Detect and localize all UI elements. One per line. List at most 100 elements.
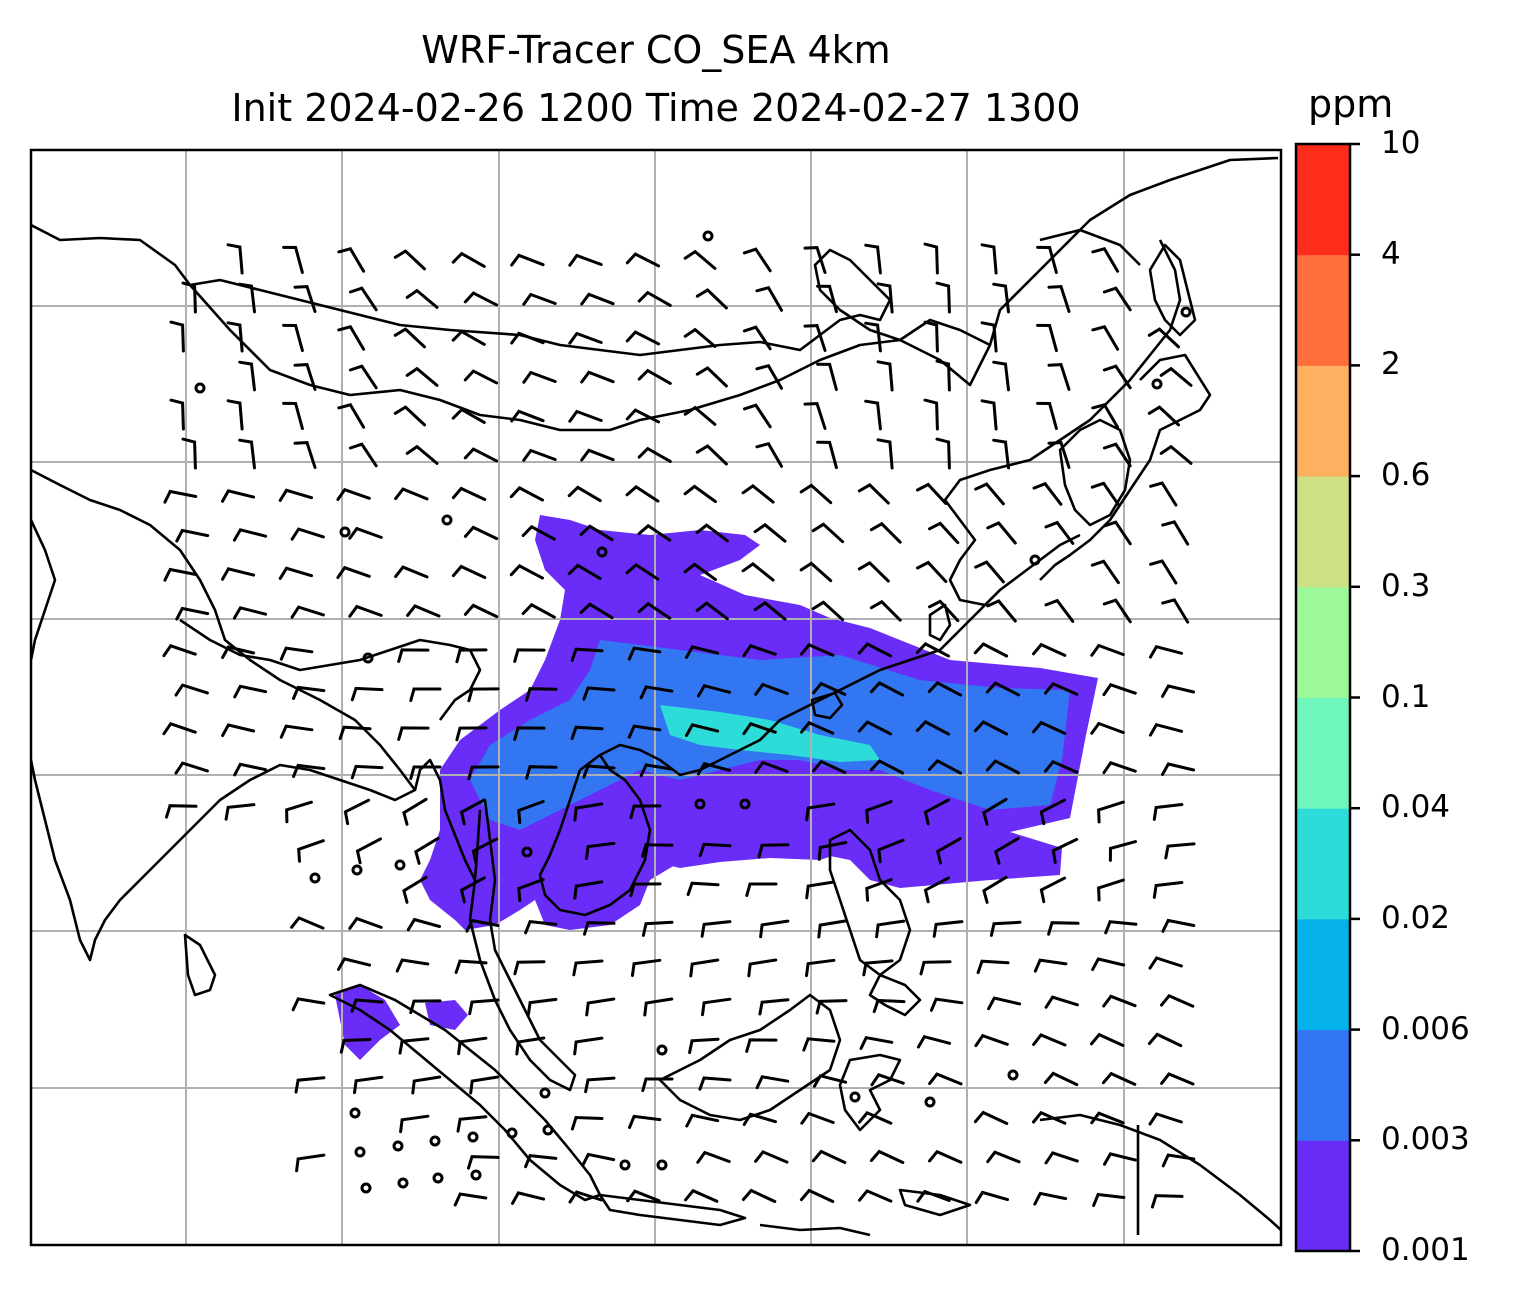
coast-mindanao: [868, 973, 922, 1017]
wind-barb: [625, 408, 661, 424]
calm-wind-marker: [596, 546, 608, 558]
wind-barb: [399, 1114, 430, 1134]
wind-barb: [627, 646, 662, 661]
wind-barb: [637, 368, 672, 385]
wind-barb: [932, 920, 964, 938]
graticule: [31, 150, 1281, 1245]
wind-barb: [1161, 1153, 1196, 1168]
wind-barb: [989, 920, 1022, 937]
wind-barb: [1149, 559, 1178, 585]
wind-barb: [923, 320, 939, 353]
colorbar-tick-label: 0.04: [1381, 789, 1451, 826]
wind-barb: [1090, 721, 1125, 735]
wind-barb: [1159, 444, 1193, 465]
wind-barb: [573, 1036, 604, 1056]
wind-barb: [471, 837, 499, 865]
wind-barb: [994, 836, 1020, 865]
wind-barb: [625, 563, 660, 581]
wind-barb: [742, 1112, 777, 1126]
wind-barb: [862, 959, 894, 977]
wind-barb: [1090, 559, 1120, 585]
wind-barb: [864, 399, 882, 431]
colorbar-tick-label: 4: [1381, 235, 1401, 272]
wind-barb: [686, 881, 720, 897]
wind-barb: [163, 489, 198, 504]
coast-indochina: [538, 754, 652, 917]
wind-barb: [1102, 598, 1132, 624]
wind-barb: [233, 684, 268, 699]
wind-barb: [757, 843, 790, 859]
wind-barb: [1102, 520, 1132, 546]
colorbar-segment: [1296, 254, 1350, 366]
wind-barb: [398, 1037, 430, 1055]
colorbar-tick-label: 0.003: [1381, 1121, 1470, 1158]
colorbar-segment: [1296, 476, 1350, 588]
wind-barb: [409, 687, 442, 702]
wind-barb: [992, 282, 1010, 314]
wind-barb: [226, 321, 244, 353]
colorbar-tick-label: 0.1: [1381, 678, 1431, 715]
colorbar: [1294, 142, 1360, 1253]
wind-barb: [696, 761, 732, 776]
wind-barb: [165, 804, 198, 819]
wind-barb: [162, 644, 197, 658]
coast-new-guinea: [1039, 1113, 1281, 1231]
wind-barb: [290, 916, 325, 930]
wind-barb: [987, 996, 1022, 1011]
wind-barb: [928, 521, 960, 545]
wind-barb: [974, 482, 1005, 506]
wind-barb: [290, 605, 325, 619]
wind-barb: [1150, 1194, 1184, 1209]
wind-barb: [992, 438, 1010, 470]
wind-barb: [923, 398, 939, 431]
wind-barb: [513, 648, 546, 663]
wind-barb: [568, 409, 603, 423]
wind-barb: [976, 959, 1010, 975]
wind-barb: [742, 722, 777, 736]
wind-barb: [282, 245, 304, 274]
wind-barb: [1160, 1072, 1195, 1086]
wind-barb: [811, 600, 845, 622]
wind-barb: [742, 247, 772, 273]
wind-barb: [1036, 401, 1058, 430]
wind-barb: [573, 880, 604, 900]
calm-wind-marker: [362, 652, 374, 664]
wind-barb: [1164, 842, 1196, 860]
wind-barb: [1044, 995, 1079, 1009]
wind-barb: [451, 564, 487, 579]
wind-barb: [162, 722, 197, 736]
wind-barb: [927, 681, 962, 697]
wind-barb: [625, 485, 660, 503]
wind-barb: [1092, 1192, 1126, 1208]
wind-barb: [817, 841, 848, 861]
wind-barb: [581, 1152, 616, 1167]
wind-barb: [411, 1075, 442, 1095]
wind-barb: [405, 444, 439, 465]
wind-barb: [238, 282, 256, 314]
plume-south-outer: [655, 828, 850, 868]
wind-barb: [812, 681, 847, 696]
wind-barb: [695, 444, 728, 466]
colorbar-segment: [1296, 1140, 1350, 1252]
calm-wind-marker: [349, 1107, 361, 1119]
wind-barb: [696, 683, 732, 698]
wind-barb: [580, 448, 615, 462]
wind-barb: [521, 602, 556, 619]
wind-barb: [685, 723, 720, 737]
calm-wind-marker: [694, 798, 706, 810]
calm-wind-marker: [1151, 378, 1163, 390]
calm-wind-marker: [360, 1182, 372, 1194]
wind-barb: [700, 920, 732, 938]
wind-barb: [353, 1075, 384, 1095]
wind-barb: [457, 1036, 488, 1056]
wind-barb: [858, 1189, 893, 1203]
wind-barb: [459, 798, 486, 826]
wind-barb: [1090, 1111, 1125, 1125]
wind-barb: [753, 600, 787, 621]
wind-barb: [1032, 1033, 1067, 1047]
wind-barb: [510, 331, 545, 345]
wind-barb: [689, 958, 720, 978]
wind-barb: [1148, 644, 1184, 659]
wind-barb: [639, 763, 674, 778]
wind-barb: [393, 405, 426, 427]
